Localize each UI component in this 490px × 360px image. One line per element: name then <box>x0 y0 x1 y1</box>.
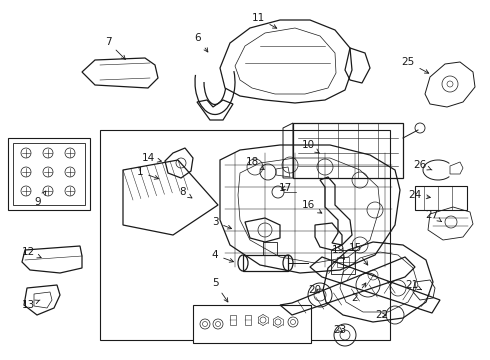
Text: 16: 16 <box>301 200 322 213</box>
Text: 27: 27 <box>425 210 441 222</box>
Text: 11: 11 <box>251 13 277 28</box>
Text: 15: 15 <box>348 243 368 265</box>
Text: 5: 5 <box>212 278 228 302</box>
Bar <box>331 250 355 274</box>
Bar <box>8 138 90 210</box>
Text: 24: 24 <box>408 190 430 200</box>
Bar <box>415 186 467 210</box>
Bar <box>230 315 236 325</box>
Bar <box>13 143 85 205</box>
Text: 1: 1 <box>137 167 159 179</box>
Text: 25: 25 <box>401 57 429 73</box>
Text: 23: 23 <box>333 325 346 335</box>
Text: 19: 19 <box>331 245 344 259</box>
Bar <box>337 257 343 267</box>
Bar <box>193 305 311 343</box>
Text: 13: 13 <box>22 300 40 310</box>
Text: 7: 7 <box>105 37 125 59</box>
Text: 12: 12 <box>22 247 41 258</box>
Text: 4: 4 <box>212 250 234 262</box>
Bar <box>343 257 349 267</box>
Text: 9: 9 <box>35 191 46 207</box>
Text: 8: 8 <box>180 187 192 198</box>
Text: 2: 2 <box>352 283 366 303</box>
Text: 10: 10 <box>301 140 319 153</box>
Text: 14: 14 <box>142 153 161 163</box>
Text: 20: 20 <box>308 285 321 295</box>
Bar <box>293 123 403 178</box>
Text: 22: 22 <box>375 310 389 320</box>
Bar <box>245 315 251 325</box>
Bar <box>100 130 390 340</box>
Text: 21: 21 <box>405 280 421 290</box>
Text: 18: 18 <box>245 157 264 170</box>
Text: 6: 6 <box>195 33 208 52</box>
Text: 26: 26 <box>414 160 432 170</box>
Text: 17: 17 <box>278 183 292 193</box>
Text: 3: 3 <box>212 217 232 229</box>
